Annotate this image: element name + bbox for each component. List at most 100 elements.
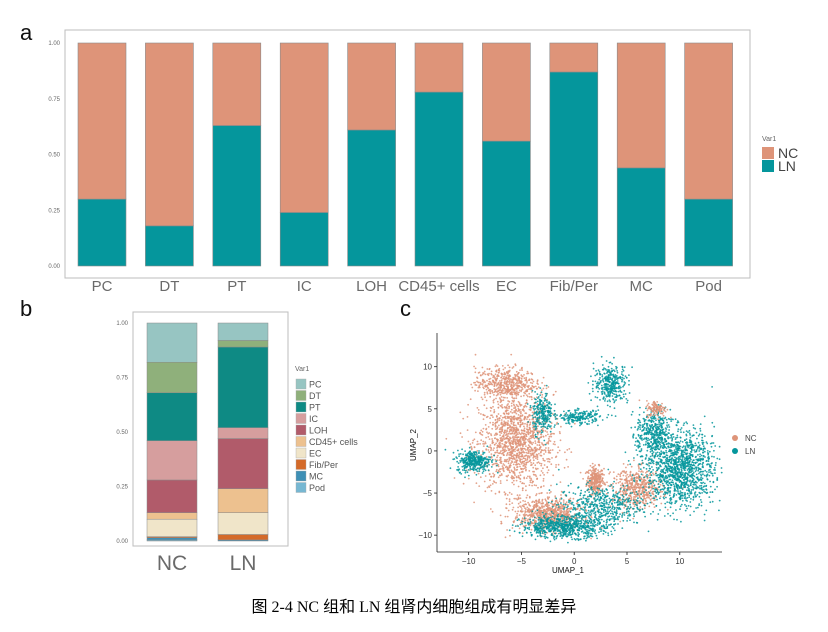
panel-c-point-nc — [507, 462, 510, 465]
panel-c-point-nc — [553, 440, 556, 443]
panel-c-point-nc — [624, 482, 627, 484]
panel-c-point-nc — [532, 462, 535, 465]
panel-c-point-nc — [511, 527, 514, 529]
panel-c-point-ln — [536, 535, 539, 538]
panel-c-point-ln — [533, 422, 536, 425]
panel-c-point-ln — [567, 415, 570, 418]
panel-c-point-nc — [524, 443, 526, 445]
panel-c-point-ln — [607, 383, 610, 386]
panel-c-point-ln — [596, 522, 599, 525]
panel-c-point-nc — [650, 488, 653, 490]
panel-c-point-nc — [488, 372, 490, 375]
panel-c-point-nc — [591, 481, 594, 483]
panel-c-point-ln — [601, 364, 604, 366]
panel-c-point-nc — [521, 458, 523, 461]
panel-c-point-nc — [538, 514, 540, 517]
panel-c-point-nc — [532, 459, 535, 462]
panel-c-point-ln — [588, 420, 590, 423]
panel-c-point-ln — [466, 471, 469, 474]
panel-c-point-nc — [591, 466, 594, 469]
panel-c-point-nc — [564, 513, 567, 516]
panel-c-point-nc — [534, 385, 537, 388]
panel-c-point-nc — [523, 406, 526, 408]
panel-a-x-tick-label: PT — [227, 278, 246, 295]
panel-a-bar-cd45-cells-ln — [414, 91, 464, 267]
panel-c-point-nc — [489, 484, 492, 487]
panel-c-point-nc — [597, 478, 600, 481]
panel-c-point-ln — [616, 370, 618, 372]
panel-c-point-nc — [541, 382, 543, 384]
panel-c-point-nc — [508, 448, 511, 451]
panel-c-point-ln — [540, 522, 542, 525]
panel-c-point-nc — [511, 367, 514, 369]
panel-c-point-ln — [547, 524, 549, 527]
panel-c-point-nc — [524, 386, 526, 389]
panel-c-point-nc — [506, 397, 509, 399]
panel-c-point-nc — [508, 491, 511, 494]
panel-c-point-ln — [462, 459, 465, 462]
panel-c-point-nc — [517, 456, 520, 458]
panel-c-point-nc — [498, 446, 501, 449]
panel-a-bar-mc-nc — [616, 42, 666, 169]
panel-c-point-ln — [542, 417, 544, 419]
panel-c-point-ln — [623, 395, 625, 398]
panel-c-point-nc — [513, 389, 516, 392]
panel-c-point-nc — [619, 473, 621, 476]
panel-c-point-nc — [541, 443, 544, 446]
panel-b-y-tick-label: 0.75 — [116, 376, 128, 382]
panel-c-point-nc — [513, 438, 516, 441]
panel-c-point-ln — [519, 523, 522, 526]
panel-c-point-nc — [522, 435, 525, 438]
panel-c-point-ln — [611, 379, 614, 382]
panel-c-point-nc — [482, 427, 485, 430]
panel-c-point-nc — [491, 390, 494, 392]
panel-c-point-ln — [541, 524, 544, 527]
panel-c-point-nc — [466, 429, 469, 431]
panel-c-point-ln — [584, 531, 586, 534]
panel-c-point-ln — [576, 537, 578, 540]
panel-c-point-nc — [478, 485, 481, 487]
panel-c-point-nc — [554, 500, 557, 503]
panel-c-point-nc — [502, 377, 504, 380]
panel-c-point-nc — [498, 417, 501, 419]
panel-c-point-nc — [498, 474, 501, 477]
panel-c-point-ln — [532, 407, 535, 410]
panel-c-point-nc — [508, 503, 511, 506]
panel-c-point-nc — [493, 447, 495, 449]
panel-c-point-nc — [484, 396, 486, 399]
panel-c-point-nc — [520, 419, 522, 422]
panel-b-legend-swatch-ec — [295, 447, 307, 459]
panel-c-point-ln — [606, 416, 608, 419]
panel-c-point-ln — [480, 461, 483, 463]
panel-c-point-ln — [472, 466, 475, 468]
panel-c-point-ln — [613, 380, 616, 382]
panel-c-point-nc — [550, 517, 553, 520]
panel-c-point-nc — [498, 419, 501, 422]
panel-c-point-nc — [489, 421, 492, 424]
panel-c-point-nc — [528, 426, 531, 429]
panel-c-point-nc — [530, 464, 532, 467]
panel-c-point-nc — [532, 514, 534, 517]
panel-c-point-nc — [521, 369, 523, 371]
panel-c-point-ln — [567, 419, 569, 422]
panel-c-point-nc — [517, 387, 520, 389]
panel-c-point-ln — [619, 389, 622, 392]
panel-c-point-nc — [526, 425, 529, 428]
panel-c-point-ln — [556, 524, 558, 527]
panel-c-point-ln — [604, 376, 607, 378]
panel-c-point-nc — [514, 469, 516, 471]
panel-c-point-nc — [520, 506, 522, 508]
panel-c-point-ln — [586, 519, 589, 522]
panel-c-point-nc — [504, 415, 507, 418]
panel-c-point-nc — [494, 425, 497, 427]
panel-c-point-nc — [532, 435, 534, 437]
panel-c-point-nc — [483, 480, 486, 483]
panel-c-point-nc — [516, 512, 519, 515]
panel-c-point-nc — [528, 379, 531, 381]
panel-c-point-nc — [517, 376, 520, 378]
panel-c-point-nc — [587, 471, 589, 473]
panel-c-point-nc — [514, 436, 517, 439]
panel-c-point-ln — [560, 417, 563, 419]
panel-c-point-nc — [521, 517, 524, 520]
